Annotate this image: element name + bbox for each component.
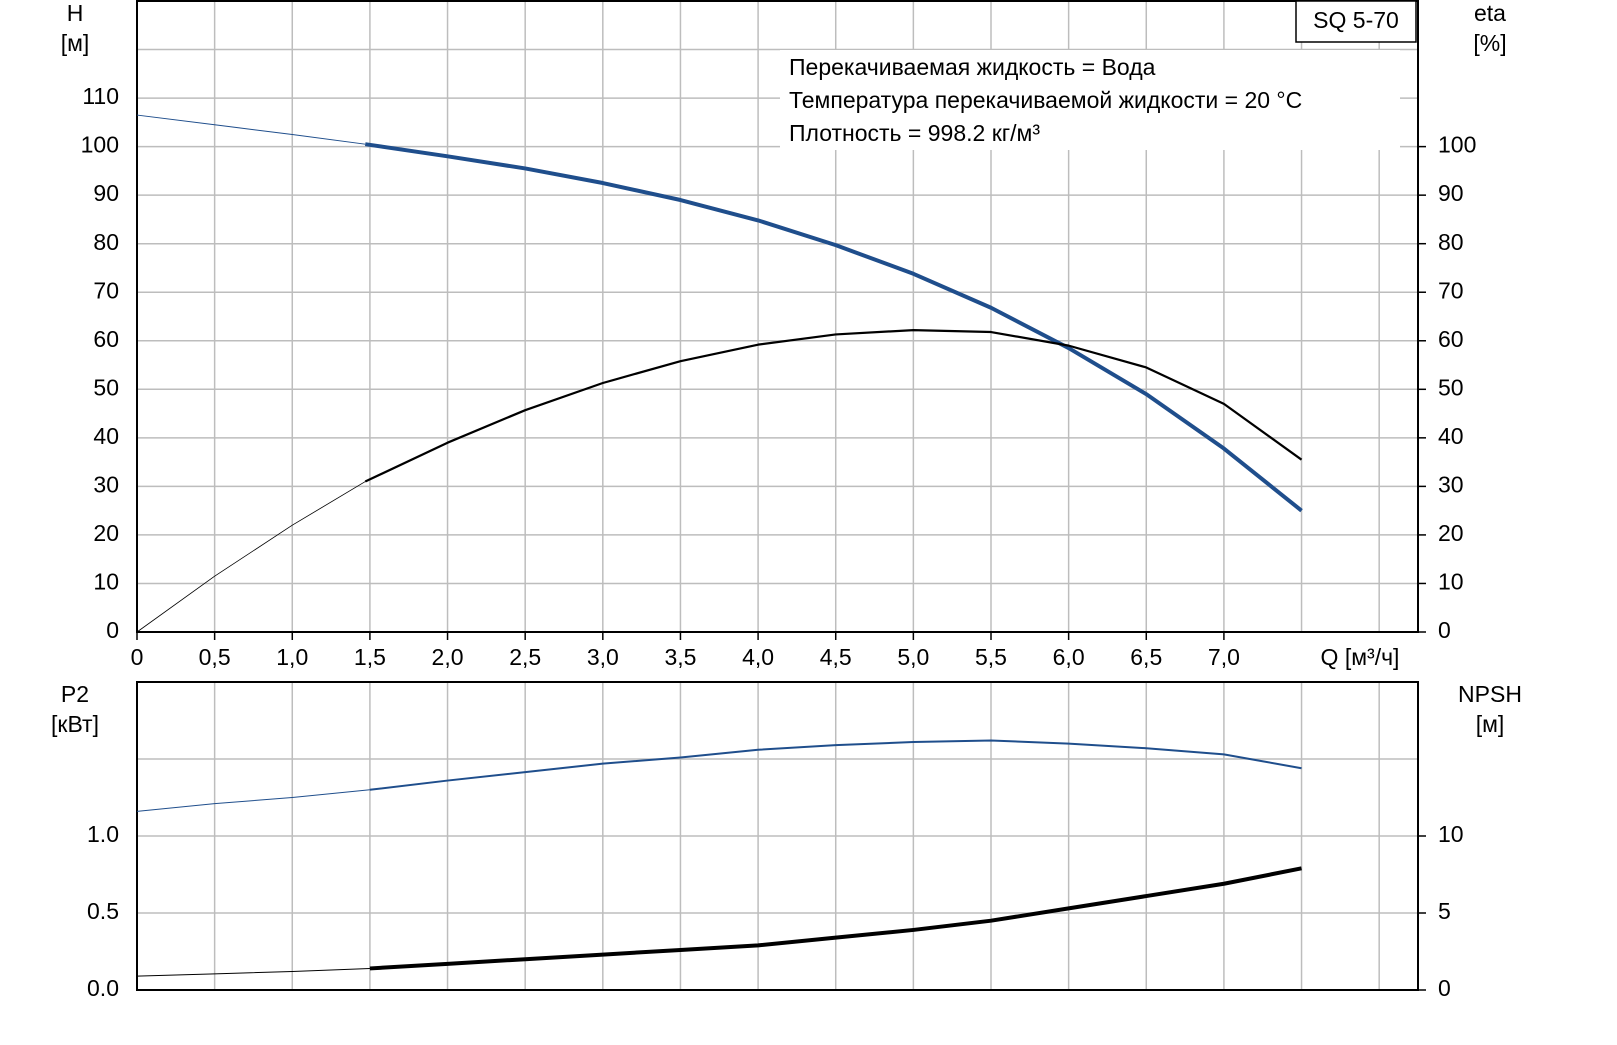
x-tick-label: 5,0 [897,644,929,670]
x-axis-label: Q [м³/ч] [1321,644,1400,670]
model-box [1295,0,1417,43]
x-tick-label: 2,5 [509,644,541,670]
y2-tick-label: 0 [1438,975,1451,1001]
annotation: Температура перекачиваемой жидкости = 20… [789,87,1302,113]
y-tick-label: 0.5 [87,898,119,924]
series-line [136,481,366,633]
y2-tick-label: 50 [1438,374,1464,400]
x-tick-label: 3,0 [587,644,619,670]
plot-frame [136,681,1419,991]
y-tick-label: 0 [106,617,119,643]
plot-frame [136,0,1419,633]
y2-tick-label: 0 [1438,617,1451,643]
y-tick-label: 100 [81,132,119,158]
y-tick-label: 30 [93,471,119,497]
x-tick-label: 7,0 [1208,644,1240,670]
y-tick-label: 60 [93,326,119,352]
annotation: Плотность = 998.2 кг/м³ [789,120,1040,146]
y-tick-label: 80 [93,229,119,255]
series-line [364,328,1303,483]
y2-tick-label: 70 [1438,277,1464,303]
x-tick-label: 1,0 [276,644,308,670]
x-tick-label: 6,0 [1053,644,1085,670]
y-tick-label: 20 [93,520,119,546]
y2-tick-label: 90 [1438,180,1464,206]
series-line [136,114,366,145]
y2-tick-label: 80 [1438,229,1464,255]
y-axis-unit: [м] [61,30,90,56]
y2-axis-unit: [%] [1473,30,1506,56]
series-line [364,142,1303,513]
x-tick-label: 4,5 [820,644,852,670]
y2-axis-label: eta [1474,0,1506,26]
y-tick-label: 110 [82,83,119,109]
model-label: SQ 5-70 [1313,7,1399,33]
x-tick-label: 2,0 [432,644,464,670]
y-tick-label: 0.0 [87,975,119,1001]
y2-tick-label: 30 [1438,471,1464,497]
annotation: Перекачиваемая жидкость = Вода [789,54,1156,80]
x-tick-label: 3,5 [664,644,696,670]
x-tick-label: 0,5 [199,644,231,670]
y-axis-unit: [кВт] [51,711,99,737]
x-tick-label: 1,5 [354,644,386,670]
x-tick-label: 6,5 [1130,644,1162,670]
x-tick-label: 0 [131,644,144,670]
series-line [369,866,1302,971]
y2-tick-label: 10 [1438,569,1464,595]
y-axis-label: H [67,0,84,26]
y2-tick-label: 20 [1438,520,1464,546]
y2-tick-label: 10 [1438,821,1464,847]
series-line [136,967,370,977]
y-tick-label: 50 [93,374,119,400]
y-tick-label: 40 [93,423,119,449]
y2-axis-label: NPSH [1458,681,1522,707]
y2-tick-label: 60 [1438,326,1464,352]
x-tick-label: 4,0 [742,644,774,670]
y-tick-label: 70 [93,277,119,303]
y-tick-label: 10 [93,569,119,595]
y2-axis-unit: [м] [1476,711,1505,737]
annotation-box [780,50,1400,150]
y-tick-label: 90 [93,180,119,206]
y2-tick-label: 5 [1438,898,1451,924]
x-tick-label: 5,5 [975,644,1007,670]
y-tick-label: 1.0 [87,821,119,847]
y-axis-label: P2 [61,681,89,707]
series-line [136,789,370,812]
series-line [369,739,1302,791]
y2-tick-label: 40 [1438,423,1464,449]
y2-tick-label: 100 [1438,132,1476,158]
